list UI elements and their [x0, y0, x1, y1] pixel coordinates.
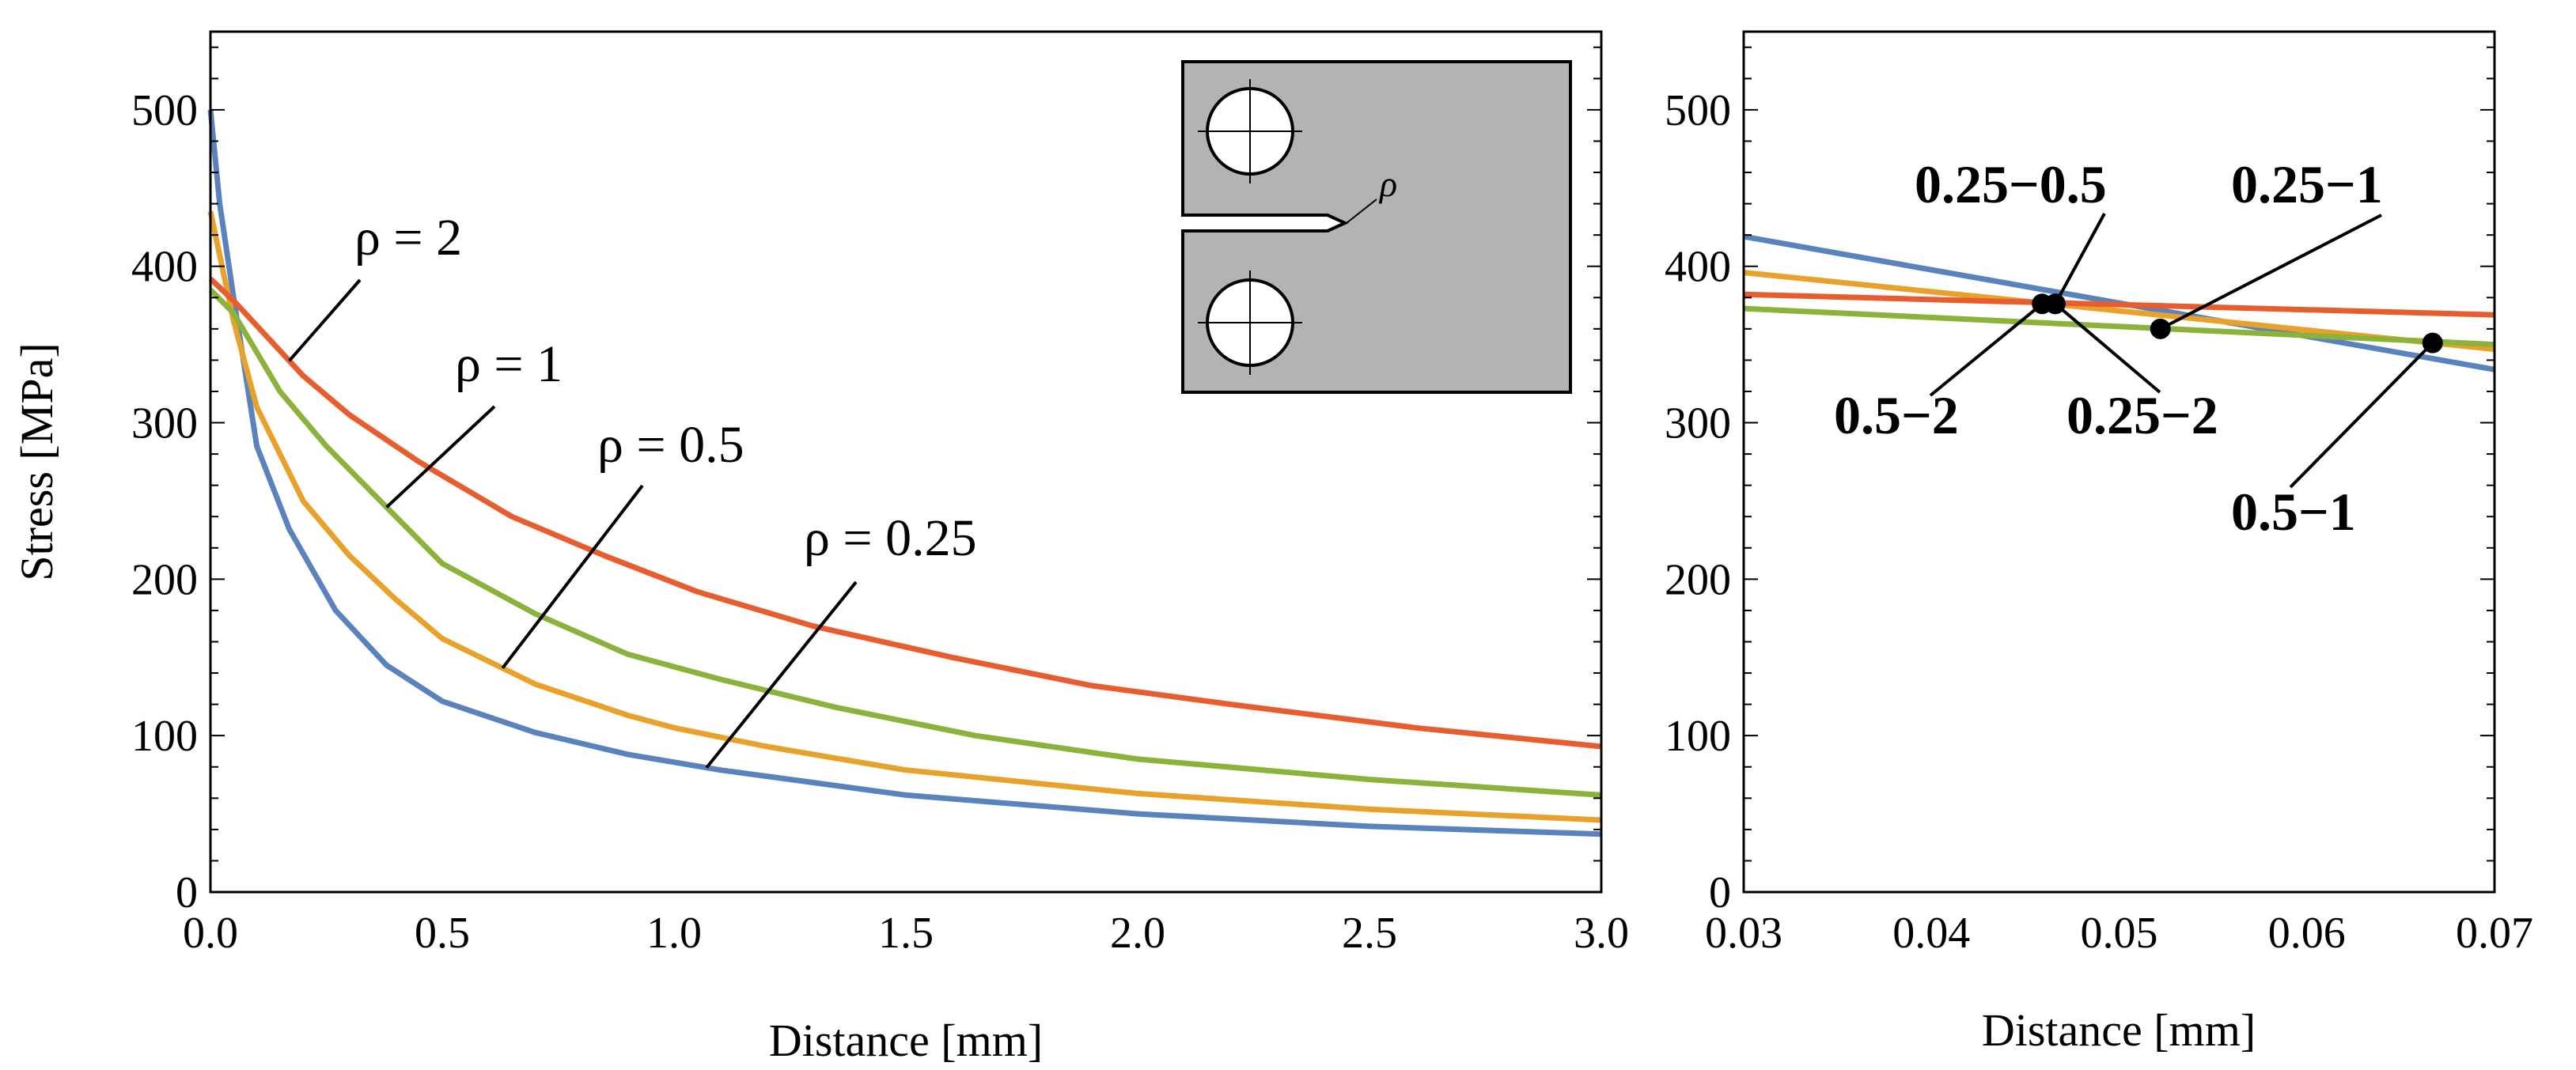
specimen-inset: ρ [1181, 60, 1572, 394]
y-tick-label: 0 [176, 868, 198, 917]
notch-radius-leader [1346, 198, 1377, 224]
y-tick-label: 0 [1709, 868, 1731, 917]
curve-label: ρ = 1 [455, 335, 563, 393]
y-tick-label: 100 [1665, 712, 1731, 761]
left-chart-callouts: ρ = 2 ρ = 1 ρ = 0.5 ρ = 0.25 [288, 209, 977, 769]
y-tick-label: 200 [1665, 555, 1731, 604]
series-line-3 [208, 287, 1602, 798]
callout-leader [288, 278, 362, 362]
callout-leader [705, 580, 858, 769]
y-tick-label: 500 [131, 86, 198, 135]
point-leader [2054, 302, 2161, 394]
x-tick-label: 2.0 [1110, 909, 1165, 958]
right-chart-curves [1743, 233, 2495, 372]
right-plot-frame [1742, 30, 2496, 894]
x-tick-label: 1.5 [878, 909, 934, 958]
x-tick-label: 0.04 [1892, 909, 1970, 958]
point-leader [2289, 342, 2434, 489]
series-line-2 [207, 210, 1602, 823]
y-tick-label: 500 [1665, 86, 1731, 135]
y-tick-label: 100 [131, 712, 198, 761]
intersection-point [2044, 293, 2066, 315]
x-tick-label: 0.5 [415, 909, 470, 958]
callout-leader [385, 405, 496, 509]
curve-label: ρ = 0.5 [597, 416, 744, 474]
x-tick-label: 0.07 [2456, 909, 2533, 958]
intersection-label: 0.5−1 [2231, 482, 2356, 542]
lower-pin-hole [1198, 270, 1302, 375]
intersection-point [2422, 332, 2443, 354]
left-chart-ticks: 0.0 0.5 1.0 1.5 2.0 2.5 3.0 0 100 200 300 400 500 [131, 32, 1629, 958]
left-plot-frame [209, 30, 1603, 894]
y-tick-label: 300 [1665, 399, 1731, 448]
left-y-axis-label: Stress [MPa] [11, 342, 63, 580]
x-tick-label: 0.0 [183, 909, 238, 958]
left-chart: ρ = 2 ρ = 1 ρ = 0.5 ρ = 0.25 0.0 0.5 1.0 1.5 2.… [11, 30, 1629, 1066]
intersection-label: 0.25−2 [2066, 385, 2218, 445]
notch-radius-label: ρ [1378, 164, 1397, 204]
x-tick-label: 0.06 [2268, 909, 2346, 958]
x-tick-label: 1.0 [646, 909, 702, 958]
point-leader [2159, 214, 2382, 331]
series-line-4 [208, 277, 1602, 750]
y-tick-label: 200 [131, 555, 198, 604]
intersection-label: 0.25−0.5 [1915, 154, 2107, 214]
point-leader [2054, 213, 2106, 305]
right-chart-points: 0.5−2 0.25−0.5 0.25−2 0.25−1 0.5−1 [1834, 154, 2443, 542]
y-tick-label: 400 [1665, 243, 1731, 292]
right-x-axis-label: Distance [mm] [1982, 1004, 2256, 1056]
left-chart-curves [207, 109, 1602, 837]
right-chart: 0.5−20.25−0.50.25−20.25−10.5−1 0.03 0.04 0… [1665, 30, 2533, 1056]
x-tick-label: 2.5 [1342, 909, 1397, 958]
x-tick-label: 0.05 [2081, 909, 2158, 958]
series-line-3 [1743, 305, 2495, 348]
right-chart-ticks: 0.03 0.04 0.05 0.06 0.07 0 100 200 300 400 500 [1665, 32, 2533, 958]
callout-leader [501, 484, 644, 670]
left-x-axis-label: Distance [mm] [769, 1015, 1043, 1066]
x-tick-label: 0.03 [1705, 909, 1782, 958]
intersection-point [2150, 318, 2171, 339]
upper-pin-hole [1198, 79, 1302, 183]
y-tick-label: 400 [131, 243, 198, 292]
series-line-4 [1743, 291, 2495, 318]
intersection-label: 0.25−1 [2231, 154, 2383, 214]
curve-label: ρ = 0.25 [804, 509, 977, 567]
intersection-label: 0.5−2 [1834, 385, 1959, 445]
curve-label: ρ = 2 [354, 209, 462, 267]
x-tick-label: 3.0 [1574, 909, 1629, 958]
point-leader [1929, 302, 2044, 397]
y-tick-label: 300 [131, 399, 198, 448]
